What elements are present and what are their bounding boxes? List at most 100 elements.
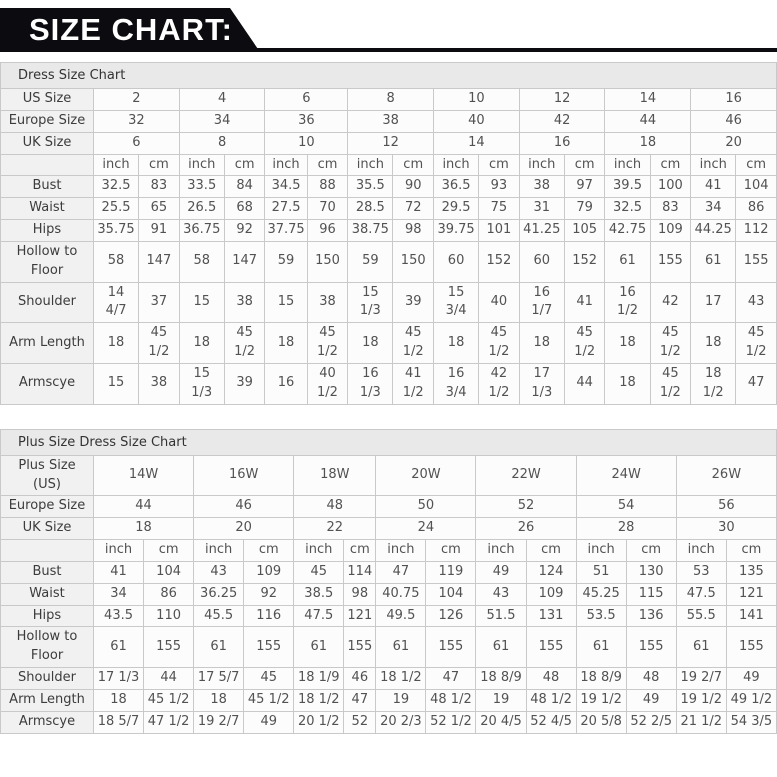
measure-value-cell: 155 xyxy=(343,626,377,669)
measure-value-cell: 100 xyxy=(649,175,692,199)
size-row: UK Size 18 20 22 24 26 28 30 xyxy=(0,517,777,541)
size-value-cell: 50 xyxy=(375,495,477,519)
unit-header-cell: inch xyxy=(475,539,527,562)
measure-value-cell: 47 xyxy=(425,667,477,690)
measure-value-cell: 47.5 xyxy=(675,582,727,606)
measure-value-cell: 40 xyxy=(478,281,520,324)
measure-value-cell: 58 xyxy=(92,240,140,283)
measure-value-cell: 141 xyxy=(725,604,777,628)
dress-size-table: US Size 2 4 6 8 10 12 14 16 Europe Size 32 34 36 38 40… xyxy=(0,88,777,405)
measure-value-cell: 43.5 xyxy=(92,604,145,628)
measure-row: Armscye 18 5/7 47 1/2 19 2/7 49 20 1/2 52 20 2/… xyxy=(0,710,777,734)
measure-value-cell: 96 xyxy=(306,219,349,242)
unit-header-row: inch cm inch cm inch cm inch cm inch cm inch cm inch… xyxy=(0,153,777,177)
measure-value-cell: 86 xyxy=(143,582,195,606)
measure-value-cell: 17 5/7 xyxy=(193,667,245,690)
measure-value-cell: 152 xyxy=(478,240,520,283)
measure-value-cell: 32.5 xyxy=(92,175,140,199)
size-value-cell: 38 xyxy=(347,109,435,133)
unit-header-cell: inch xyxy=(433,153,480,177)
measure-value-cell: 18 xyxy=(690,322,737,364)
size-value-cell: 14 xyxy=(604,88,692,111)
measure-value-cell: 155 xyxy=(735,240,777,283)
measure-value-cell: 83 xyxy=(649,197,692,221)
size-value-cell: 16W xyxy=(193,454,295,497)
measure-value-cell: 18 1/2 xyxy=(690,362,737,405)
measure-value-cell: 17 1/3 xyxy=(92,667,145,690)
measure-value-cell: 45 1/2 xyxy=(138,322,180,364)
measure-value-cell: 86 xyxy=(735,197,777,221)
size-value-cell: 20W xyxy=(375,454,477,497)
size-row: Europe Size 32 34 36 38 40 42 44 46 xyxy=(0,109,777,133)
measure-value-cell: 48 1/2 xyxy=(425,688,477,712)
measure-value-cell: 59 xyxy=(347,240,394,283)
measure-value-cell: 45 1/2 xyxy=(478,322,520,364)
measure-value-cell: 35.75 xyxy=(92,219,140,242)
unit-header-cell: inch xyxy=(92,539,145,562)
measure-value-cell: 49 xyxy=(243,710,295,734)
measure-value-cell: 70 xyxy=(306,197,349,221)
measure-value-cell: 41 xyxy=(690,175,737,199)
size-value-cell: 6 xyxy=(264,88,349,111)
measure-value-cell: 114 xyxy=(343,560,377,584)
measure-value-cell: 104 xyxy=(143,560,195,584)
measure-value-cell: 41 xyxy=(92,560,145,584)
measure-value-cell: 18 5/7 xyxy=(92,710,145,734)
measure-row: Bust 32.5 83 33.5 84 34.5 88 35.5 90 36.5 93 38 97 39… xyxy=(0,175,777,199)
measure-row: Waist 25.5 65 26.5 68 27.5 70 28.5 72 29.5 75 31 79 3… xyxy=(0,197,777,221)
measure-value-cell: 61 xyxy=(690,240,737,283)
table-title: Dress Size Chart xyxy=(0,62,777,88)
page-title: SIZE CHART: xyxy=(29,12,233,47)
measure-value-cell: 14 4/7 xyxy=(92,281,140,324)
measure-value-cell: 38 xyxy=(138,362,180,405)
measure-value-cell: 45 xyxy=(293,560,345,584)
unit-header-cell: inch xyxy=(178,153,225,177)
measure-value-cell: 41 xyxy=(563,281,606,324)
unit-header-row: inch cm inch cm inch cm inch cm inch cm inch cm inch… xyxy=(0,539,777,562)
measure-value-cell: 19 1/2 xyxy=(575,688,627,712)
measure-value-cell: 84 xyxy=(223,175,266,199)
unit-header-cell: cm xyxy=(425,539,477,562)
measure-value-cell: 130 xyxy=(625,560,677,584)
measure-value-cell: 19 1/2 xyxy=(675,688,727,712)
measure-value-cell: 46 xyxy=(343,667,377,690)
size-value-cell: 4 xyxy=(178,88,266,111)
unit-header-cell: cm xyxy=(243,539,295,562)
measure-value-cell: 18 xyxy=(264,322,308,364)
measure-value-cell: 29.5 xyxy=(433,197,480,221)
measure-value-cell: 28.5 xyxy=(347,197,394,221)
size-row: Plus Size (US) 14W 16W 18W 20W 22W 24W 26W xyxy=(0,454,777,497)
measure-value-cell: 34.5 xyxy=(264,175,308,199)
measure-value-cell: 110 xyxy=(143,604,195,628)
measure-value-cell: 52 4/5 xyxy=(525,710,577,734)
measure-value-cell: 18 xyxy=(92,688,145,712)
measure-value-cell: 37 xyxy=(138,281,180,324)
measure-value-cell: 45 xyxy=(243,667,295,690)
measure-row: Bust 41 104 43 109 45 114 47 119 49 124 51 130 53 135 xyxy=(0,560,777,584)
measure-value-cell: 45 1/2 xyxy=(649,362,692,405)
measure-value-cell: 16 1/7 xyxy=(518,281,565,324)
measure-value-cell: 18 xyxy=(604,322,651,364)
measure-row: Waist 34 86 36.25 92 38.5 98 40.75 104 43 109 45.25… xyxy=(0,582,777,606)
measure-value-cell: 39 xyxy=(223,362,266,405)
measure-row: Shoulder 14 4/7 37 15 38 15 38 15 1/3 39 15 3/4 40… xyxy=(0,281,777,324)
measure-value-cell: 155 xyxy=(625,626,677,669)
size-value-cell: 54 xyxy=(575,495,677,519)
plus-size-table: Plus Size (US) 14W 16W 18W 20W 22W 24W 26W Europ… xyxy=(0,454,777,734)
measure-row: Hollow to Floor 58 147 58 147 59 150 59 150 60 152… xyxy=(0,240,777,283)
measure-value-cell: 54 3/5 xyxy=(725,710,777,734)
measure-value-cell: 88 xyxy=(306,175,349,199)
size-value-cell: 8 xyxy=(178,131,266,155)
size-value-cell: 30 xyxy=(675,517,777,541)
unit-header-cell: inch xyxy=(518,153,565,177)
measure-value-cell: 39 xyxy=(392,281,435,324)
measure-value-cell: 61 xyxy=(193,626,245,669)
measure-value-cell: 49 xyxy=(475,560,527,584)
size-value-cell: 36 xyxy=(264,109,349,133)
measure-value-cell: 40.75 xyxy=(375,582,427,606)
measure-value-cell: 124 xyxy=(525,560,577,584)
measure-value-cell: 49 1/2 xyxy=(725,688,777,712)
table-title: Plus Size Dress Size Chart xyxy=(0,428,777,455)
measure-value-cell: 92 xyxy=(223,219,266,242)
page-header: SIZE CHART: xyxy=(0,0,777,62)
